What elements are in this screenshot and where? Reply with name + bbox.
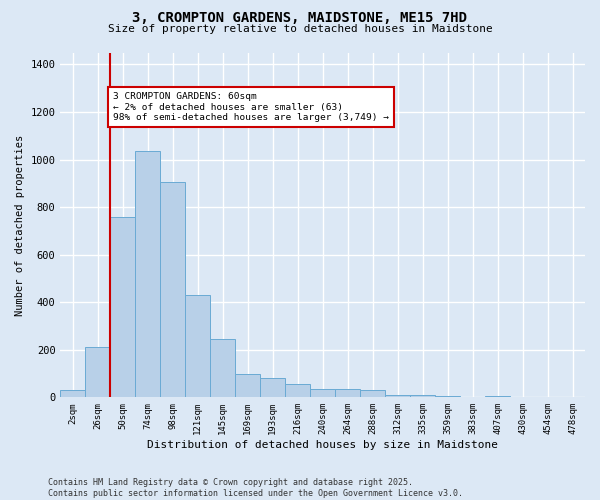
Bar — [385, 395, 410, 398]
Bar — [285, 384, 310, 398]
Text: Contains HM Land Registry data © Crown copyright and database right 2025.
Contai: Contains HM Land Registry data © Crown c… — [48, 478, 463, 498]
Bar — [61, 390, 85, 398]
Bar — [335, 389, 360, 398]
Bar — [235, 374, 260, 398]
Text: 3, CROMPTON GARDENS, MAIDSTONE, ME15 7HD: 3, CROMPTON GARDENS, MAIDSTONE, ME15 7HD — [133, 11, 467, 25]
Text: Size of property relative to detached houses in Maidstone: Size of property relative to detached ho… — [107, 24, 493, 34]
Bar — [160, 182, 185, 398]
Text: 3 CROMPTON GARDENS: 60sqm
← 2% of detached houses are smaller (63)
98% of semi-d: 3 CROMPTON GARDENS: 60sqm ← 2% of detach… — [113, 92, 389, 122]
Bar — [410, 395, 435, 398]
Bar — [260, 378, 285, 398]
Bar — [185, 295, 210, 398]
Bar — [210, 339, 235, 398]
Bar — [110, 216, 136, 398]
Bar — [85, 348, 110, 398]
Y-axis label: Number of detached properties: Number of detached properties — [15, 134, 25, 316]
X-axis label: Distribution of detached houses by size in Maidstone: Distribution of detached houses by size … — [147, 440, 498, 450]
Bar — [435, 396, 460, 398]
Bar — [136, 151, 160, 398]
Bar — [310, 389, 335, 398]
Bar — [485, 396, 510, 398]
Bar — [360, 390, 385, 398]
